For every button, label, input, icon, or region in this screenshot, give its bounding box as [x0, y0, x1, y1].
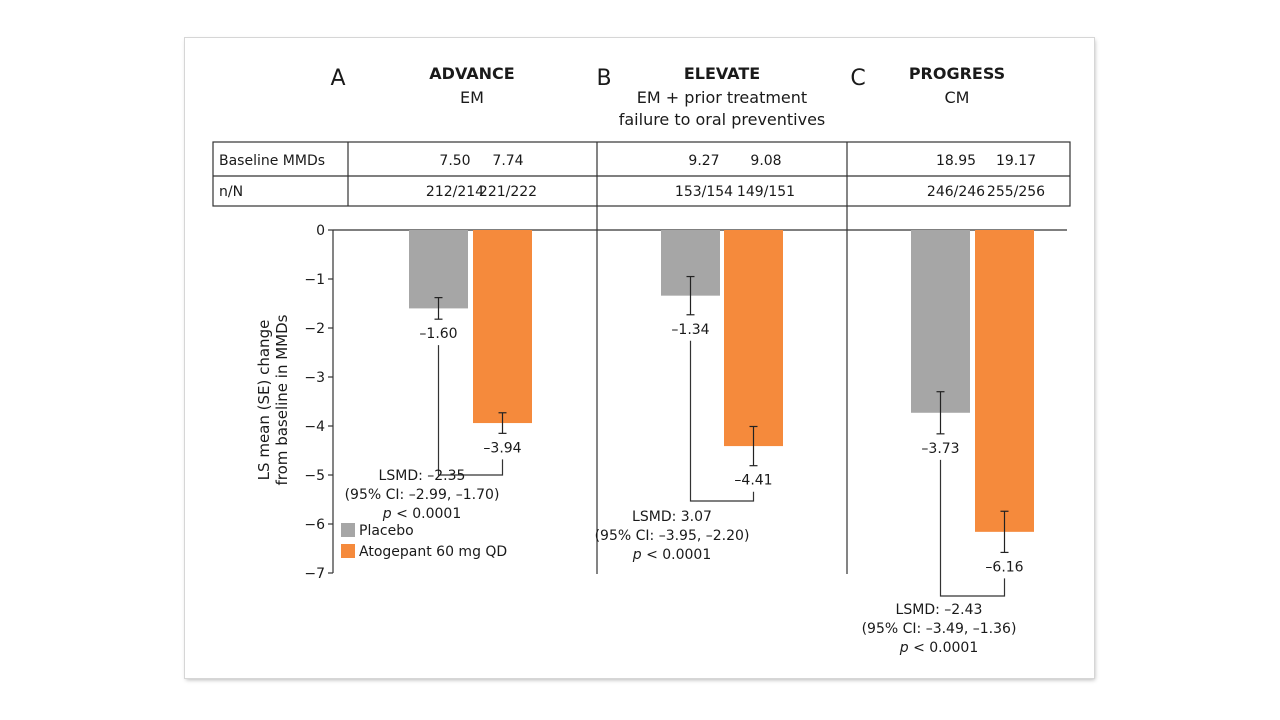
- confidence-interval: (95% CI: –3.49, –1.36): [862, 621, 1017, 637]
- y-tick-label: −5: [304, 468, 325, 484]
- n-over-n-value: 246/246: [927, 184, 985, 200]
- placebo-bar: [409, 230, 468, 309]
- bar-value-label: –3.73: [921, 441, 959, 457]
- n-over-n-value: 149/151: [737, 184, 795, 200]
- legend-label: Atogepant 60 mg QD: [359, 544, 507, 560]
- panel-letter: B: [596, 66, 611, 91]
- y-tick-label: −3: [304, 370, 325, 386]
- y-axis-label-line: from baseline in MMDs: [273, 314, 291, 485]
- atogepant-bar: [473, 230, 532, 424]
- baseline-mmd-value: 19.17: [996, 153, 1036, 169]
- y-tick-label: −4: [304, 419, 325, 435]
- table-row-label: Baseline MMDs: [219, 153, 325, 169]
- y-axis-label: LS mean (SE) change from baseline in MMDs: [255, 314, 291, 485]
- bar-value-label: –6.16: [985, 559, 1023, 575]
- legend-swatch-atogepant: [341, 544, 355, 558]
- figure-card: A ADVANCE EM B ELEVATE EM + prior treatment fa…: [185, 38, 1094, 678]
- population-label: CM: [945, 88, 970, 107]
- y-tick-label: −2: [304, 321, 325, 337]
- p-symbol: p: [899, 640, 909, 656]
- trial-name: ADVANCE: [429, 64, 514, 83]
- legend: Placebo Atogepant 60 mg QD: [341, 523, 507, 560]
- p-value: p < 0.0001: [899, 640, 979, 656]
- population-label: EM: [460, 88, 484, 107]
- lsmd-bracket: [689, 340, 755, 502]
- placebo-bar: [911, 230, 970, 413]
- baseline-mmd-value: 18.95: [936, 153, 976, 169]
- lsmd-annotations: LSMD: –2.35 (95% CI: –2.99, –1.70) p < 0.0…: [345, 340, 1017, 656]
- panel-letter: C: [850, 66, 865, 91]
- atogepant-bar: [724, 230, 783, 447]
- population-label: EM + prior treatment: [637, 88, 807, 107]
- p-threshold: < 0.0001: [392, 506, 462, 522]
- population-label: failure to oral preventives: [619, 110, 826, 129]
- p-symbol: p: [632, 547, 642, 563]
- confidence-interval: (95% CI: –3.95, –2.20): [595, 528, 750, 544]
- y-tick-label: −1: [304, 272, 325, 288]
- lsmd-value: LSMD: –2.35: [379, 468, 466, 484]
- y-axis-label-line: LS mean (SE) change: [255, 320, 273, 481]
- lsmd-value: LSMD: 3.07: [632, 509, 712, 525]
- trial-name: ELEVATE: [684, 64, 760, 83]
- legend-label: Placebo: [359, 523, 414, 539]
- bar-value-label: –1.60: [419, 326, 457, 342]
- baseline-mmd-value: 7.74: [492, 153, 523, 169]
- confidence-interval: (95% CI: –2.99, –1.70): [345, 487, 500, 503]
- legend-swatch-placebo: [341, 523, 355, 537]
- panel-letter: A: [330, 66, 345, 91]
- bars: –1.60 –3.94 –1.34 –4.41 –3.73 –6.16: [409, 230, 1034, 577]
- y-tick-label: −7: [304, 566, 325, 582]
- bar-value-label: –4.41: [734, 473, 772, 489]
- y-tick-label: 0: [316, 223, 325, 239]
- trial-name: PROGRESS: [909, 64, 1005, 83]
- table-row-label: n/N: [219, 184, 243, 200]
- bar-value-label: –1.34: [671, 322, 709, 338]
- lsmd-value: LSMD: –2.43: [896, 602, 983, 618]
- p-value: p < 0.0001: [632, 547, 712, 563]
- p-value: p < 0.0001: [382, 506, 462, 522]
- n-over-n-value: 212/214: [426, 184, 484, 200]
- p-threshold: < 0.0001: [909, 640, 979, 656]
- baseline-mmd-value: 7.50: [439, 153, 470, 169]
- bar-chart: A ADVANCE EM B ELEVATE EM + prior treatment fa…: [212, 64, 1071, 656]
- n-over-n-value: 153/154: [675, 184, 733, 200]
- panel-headers: A ADVANCE EM B ELEVATE EM + prior treatment fa…: [330, 64, 1005, 129]
- bar-value-label: –3.94: [483, 440, 521, 456]
- y-tick-label: −6: [304, 517, 325, 533]
- n-over-n-value: 255/256: [987, 184, 1045, 200]
- y-axis: 0 −1 −2 −3 −4 −5 −6 −7 LS mean (SE) change from b…: [255, 206, 1067, 582]
- table-border: [212, 141, 1071, 207]
- baseline-mmd-value: 9.27: [688, 153, 719, 169]
- lsmd-bracket: [939, 459, 1006, 597]
- baseline-mmd-value: 9.08: [750, 153, 781, 169]
- atogepant-bar: [975, 230, 1034, 532]
- lsmd-bracket: [437, 345, 504, 476]
- n-over-n-value: 221/222: [479, 184, 537, 200]
- p-symbol: p: [382, 506, 392, 522]
- p-threshold: < 0.0001: [642, 547, 712, 563]
